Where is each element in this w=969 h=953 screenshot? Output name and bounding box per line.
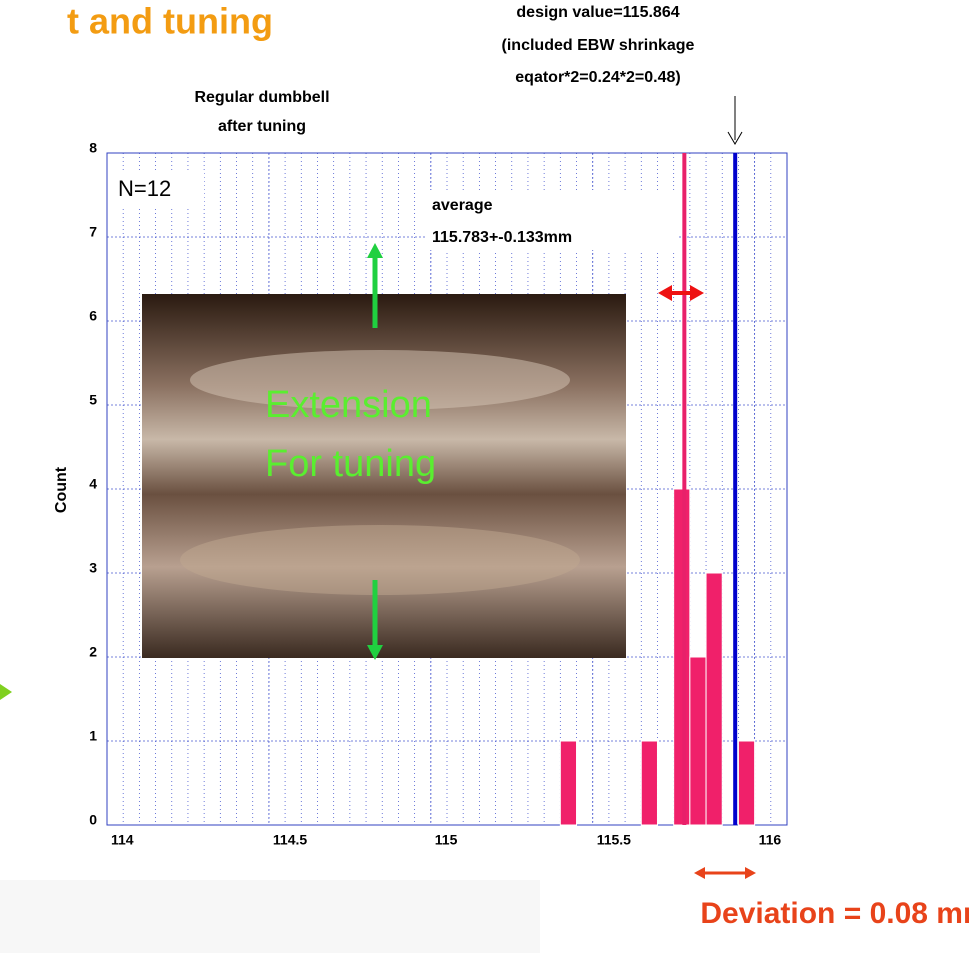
background-image bbox=[0, 880, 540, 953]
y-tick-label: 3 bbox=[89, 560, 97, 576]
y-tick-label: 1 bbox=[89, 728, 97, 744]
slide-heading: t and tuning bbox=[67, 1, 273, 42]
arrow bbox=[694, 867, 705, 879]
y-tick-label: 6 bbox=[89, 308, 97, 324]
photo-label: Extension bbox=[265, 384, 432, 426]
bar bbox=[706, 573, 722, 825]
annotation: (included EBW shrinkage bbox=[502, 37, 695, 54]
x-tick-label: 114 bbox=[111, 832, 134, 848]
bar bbox=[641, 741, 657, 825]
photo-label: For tuning bbox=[265, 443, 436, 485]
x-tick-label: 116 bbox=[759, 832, 782, 848]
chart-title: after tuning bbox=[218, 118, 306, 135]
arrow bbox=[690, 285, 704, 301]
photo-detail bbox=[180, 525, 580, 595]
arrow bbox=[367, 243, 383, 258]
y-tick-label: 2 bbox=[89, 644, 97, 660]
arrow bbox=[745, 867, 756, 879]
x-tick-label: 115.5 bbox=[597, 832, 631, 848]
annotation: eqator*2=0.24*2=0.48) bbox=[515, 69, 680, 86]
x-tick-label: 115 bbox=[435, 832, 458, 848]
average-label: 115.783+-0.133mm bbox=[432, 229, 572, 246]
y-tick-label: 0 bbox=[89, 812, 97, 828]
y-tick-label: 7 bbox=[89, 224, 97, 240]
y-tick-label: 4 bbox=[89, 476, 97, 492]
bar bbox=[690, 657, 706, 825]
bar bbox=[674, 489, 690, 825]
bar bbox=[560, 741, 576, 825]
photo: Extension For tuning bbox=[142, 243, 626, 660]
arrow bbox=[0, 684, 12, 700]
arrow bbox=[658, 285, 672, 301]
n-label: N=12 bbox=[118, 176, 171, 201]
x-tick-label: 114.5 bbox=[273, 832, 307, 848]
y-tick-label: 8 bbox=[89, 140, 97, 156]
bar bbox=[738, 741, 754, 825]
chart-title: Regular dumbbell bbox=[194, 89, 329, 106]
annotation: design value=115.864 bbox=[516, 4, 679, 21]
y-tick-label: 5 bbox=[89, 392, 97, 408]
chart: t and tuning Regular dumbbell after tuni… bbox=[0, 0, 969, 953]
deviation-label: Deviation = 0.08 mm bbox=[700, 897, 969, 930]
y-axis-label: Count bbox=[53, 466, 70, 513]
average-label: average bbox=[432, 197, 493, 214]
page: t and tuning Regular dumbbell after tuni… bbox=[0, 0, 969, 953]
